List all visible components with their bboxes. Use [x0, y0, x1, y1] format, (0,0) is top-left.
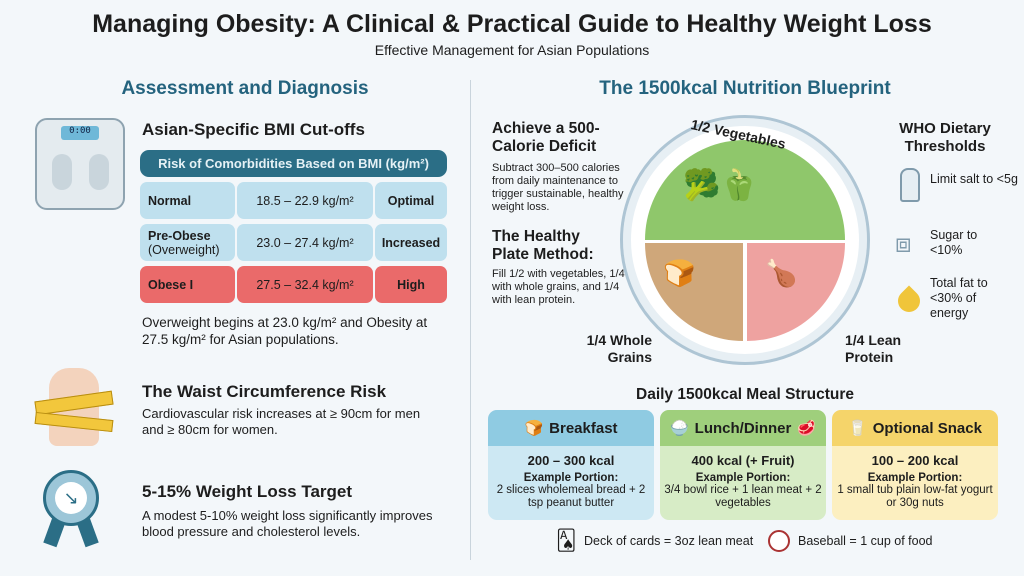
meal-name: Optional Snack [872, 419, 982, 437]
section-title-assessment: Assessment and Diagnosis [121, 78, 369, 99]
meal-card-lunch-dinner: 🍚 Lunch/Dinner 🥩 400 kcal (+ Fruit) Exampl… [660, 410, 826, 520]
who-sugar: Sugar to <10% [930, 228, 978, 257]
grains-label: 1/4 Whole Grains [586, 332, 652, 365]
guide-cards: Deck of cards = 3oz lean meat [584, 534, 754, 548]
scale-icon: 0:00 [35, 118, 125, 210]
bmi-risk: Increased [375, 224, 447, 261]
meals-title: Daily 1500kcal Meal Structure [636, 386, 854, 403]
meal-kcal: 200 – 300 kcal [527, 453, 615, 468]
target-text: A modest 5-10% weight loss significantly… [142, 508, 433, 539]
portion-text: 3/4 bowl rice + 1 lean meat + 2 vegetabl… [664, 484, 822, 509]
rice-bowl-icon: 🍚 [669, 420, 689, 437]
playing-cards-icon: 🂡 [556, 530, 577, 552]
portion-label: Example Portion: [695, 472, 791, 484]
meal-kcal: 100 – 200 kcal [871, 453, 959, 468]
healthy-plate: 🥦🫑 🍞 🍗 [620, 115, 870, 365]
waist-tape-icon [34, 368, 114, 446]
table-row: Normal 18.5 – 22.9 kg/m² Optimal [140, 182, 447, 219]
divider [470, 80, 471, 560]
waist-text: Cardiovascular risk increases at ≥ 90cm … [142, 406, 421, 437]
who-title: WHO Dietary Thresholds [899, 120, 991, 155]
deficit-title: Achieve a 500-Calorie Deficit [492, 120, 600, 155]
bmi-range: 18.5 – 22.9 kg/m² [237, 182, 373, 219]
yogurt-icon: 🥛 [848, 420, 867, 437]
table-row: Obese I 27.5 – 32.4 kg/m² High [140, 266, 447, 303]
meal-name: Lunch/Dinner [694, 419, 792, 437]
grains-icon: 🍞 [663, 258, 696, 288]
portion-text: 2 slices wholemeal bread + 2 tsp peanut … [496, 484, 646, 509]
portion-text: 1 small tub plain low-fat yogurt or 30g … [837, 484, 993, 509]
meal-kcal: 400 kcal (+ Fruit) [691, 453, 795, 468]
protein-label: 1/4 Lean Protein [845, 332, 902, 365]
bmi-category: Pre-Obese (Overweight) [140, 224, 235, 261]
bmi-range: 27.5 – 32.4 kg/m² [237, 266, 373, 303]
bmi-note: Overweight begins at 23.0 kg/m² and Obes… [142, 315, 428, 347]
bread-icon: 🍞 [524, 420, 544, 437]
meal-card-breakfast: 🍞 Breakfast 200 – 300 kcal Example Portio… [488, 410, 654, 520]
bmi-title: Asian-Specific BMI Cut-offs [142, 120, 365, 139]
baseball-icon [768, 530, 790, 552]
meat-icon: 🥩 [797, 420, 817, 437]
who-fat: Total fat to <30% of energy [930, 276, 988, 320]
meal-card-snack: 🥛 Optional Snack 100 – 200 kcal Example P… [832, 410, 998, 520]
target-title: 5-15% Weight Loss Target [142, 482, 353, 501]
plate-method-text: Fill 1/2 with vegetables, 1/4 with whole… [492, 268, 625, 306]
bmi-risk: High [375, 266, 447, 303]
bmi-category: Normal [140, 182, 235, 219]
salt-shaker-icon [900, 168, 920, 202]
page-title: Managing Obesity: A Clinical & Practical… [92, 10, 932, 38]
who-salt: Limit salt to <5g [930, 172, 1018, 186]
scale-display: 0:00 [61, 126, 99, 140]
portion-label: Example Portion: [867, 472, 963, 484]
deficit-text: Subtract 300–500 calories from daily mai… [492, 162, 624, 213]
bmi-category-sub: (Overweight) [148, 242, 220, 257]
sugar-cubes-icon: ⧈ [895, 228, 912, 258]
award-ribbon-icon: ↘ [35, 470, 107, 550]
bmi-range: 23.0 – 27.4 kg/m² [237, 224, 373, 261]
bmi-table-header: Risk of Comorbidities Based on BMI (kg/m… [140, 150, 447, 177]
section-title-nutrition: The 1500kcal Nutrition Blueprint [599, 78, 891, 99]
bmi-risk: Optimal [375, 182, 447, 219]
plate-method-title: The Healthy Plate Method: [492, 228, 594, 263]
meal-name: Breakfast [549, 419, 618, 437]
bmi-category: Obese I [140, 266, 235, 303]
portion-label: Example Portion: [523, 472, 619, 484]
bmi-category-label: Pre-Obese [148, 228, 211, 243]
table-row: Pre-Obese (Overweight) 23.0 – 27.4 kg/m² … [140, 224, 447, 261]
oil-drop-icon [893, 285, 925, 317]
vegetables-icon: 🥦🫑 [683, 169, 758, 202]
guide-baseball: Baseball = 1 cup of food [798, 534, 933, 548]
page-subtitle: Effective Management for Asian Populatio… [374, 42, 650, 58]
protein-icon: 🍗 [765, 258, 798, 288]
waist-title: The Waist Circumference Risk [142, 382, 387, 401]
